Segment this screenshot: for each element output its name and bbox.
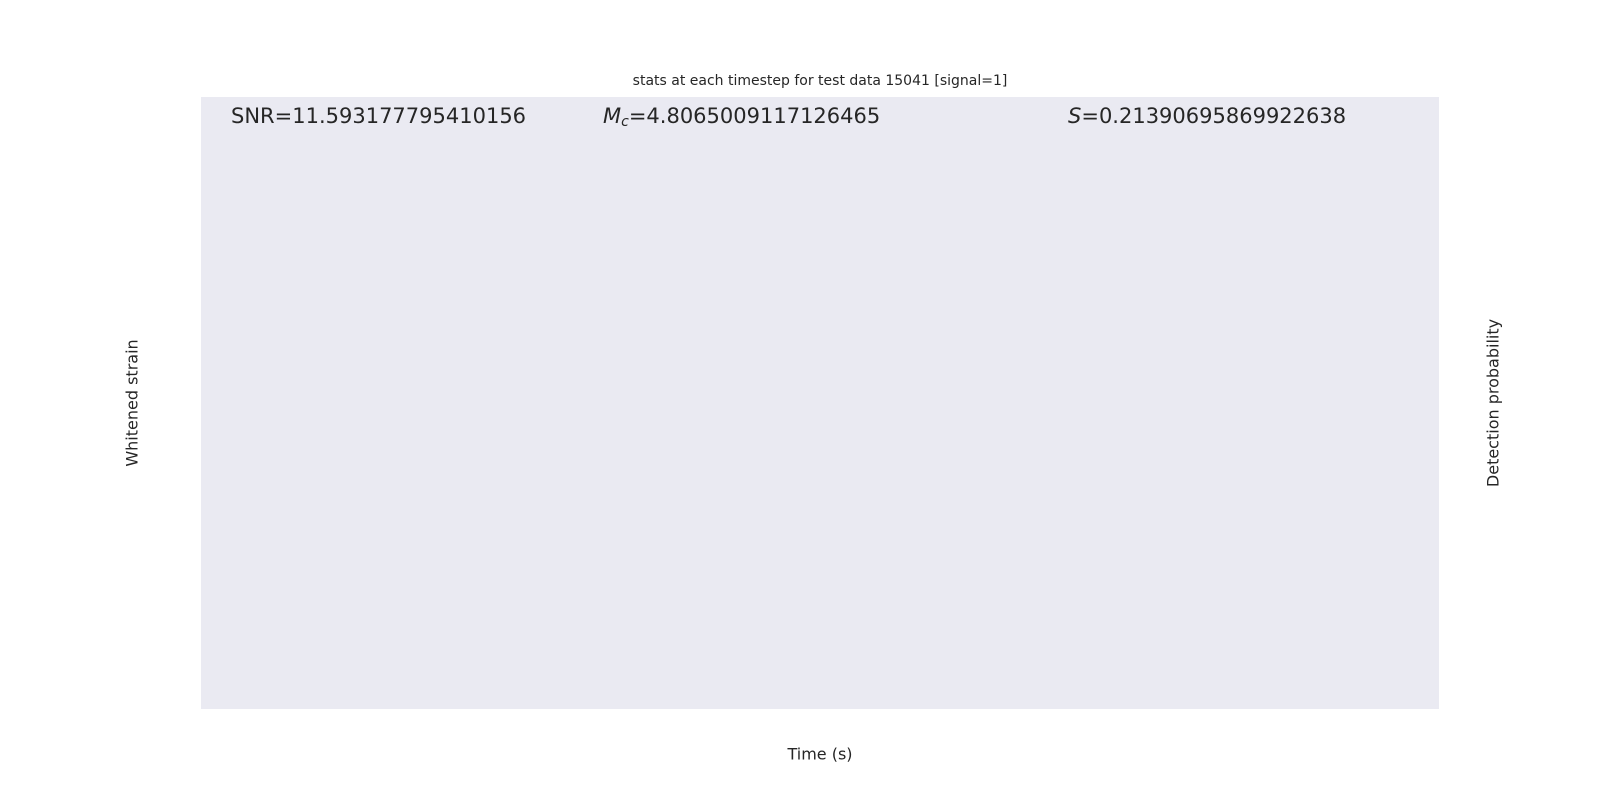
s-symbol: S: [1068, 104, 1081, 128]
s-value: =0.21390695869922638: [1081, 104, 1346, 128]
mc-value: =4.8065009117126465: [629, 104, 880, 128]
mc-subscript: c: [621, 114, 629, 130]
mc-annotation: Mc=4.8065009117126465: [603, 104, 880, 130]
chart-title: stats at each timestep for test data 150…: [633, 73, 1008, 89]
plot-area: [201, 97, 1439, 709]
snr-annotation: SNR=11.593177795410156: [231, 104, 526, 128]
s-annotation: S=0.21390695869922638: [1068, 104, 1346, 128]
mc-symbol: M: [603, 104, 621, 128]
y-axis-label: Whitened strain: [123, 339, 142, 466]
y2-axis-label: Detection probability: [1484, 319, 1503, 487]
x-axis-label: Time (s): [786, 745, 852, 764]
